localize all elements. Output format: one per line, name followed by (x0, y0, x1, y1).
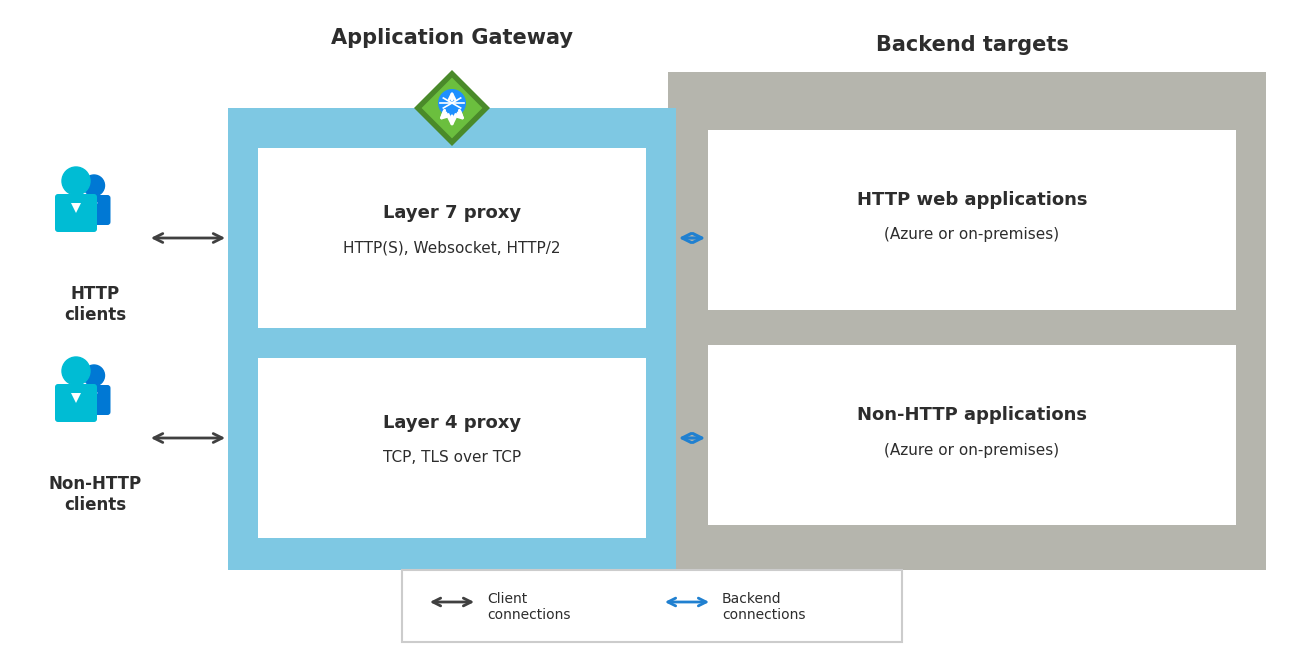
Circle shape (61, 167, 90, 195)
FancyBboxPatch shape (77, 195, 111, 225)
Polygon shape (71, 393, 81, 403)
FancyBboxPatch shape (403, 570, 902, 642)
Text: TCP, TLS over TCP: TCP, TLS over TCP (383, 450, 521, 465)
Polygon shape (71, 203, 81, 213)
Circle shape (61, 357, 90, 385)
Polygon shape (90, 203, 98, 210)
FancyBboxPatch shape (708, 130, 1236, 310)
Text: Layer 7 proxy: Layer 7 proxy (383, 204, 521, 222)
Polygon shape (414, 70, 490, 146)
FancyBboxPatch shape (77, 385, 111, 415)
FancyBboxPatch shape (668, 72, 1266, 570)
Text: Client
connections: Client connections (488, 592, 570, 622)
Text: (Azure or on-premises): (Azure or on-premises) (885, 228, 1060, 242)
FancyBboxPatch shape (227, 108, 676, 570)
Text: Backend
connections: Backend connections (721, 592, 805, 622)
Text: Application Gateway: Application Gateway (331, 28, 572, 48)
Circle shape (84, 365, 105, 386)
Polygon shape (90, 392, 98, 400)
FancyBboxPatch shape (708, 345, 1236, 525)
Text: (Azure or on-premises): (Azure or on-premises) (885, 442, 1060, 457)
Text: HTTP(S), Websocket, HTTP/2: HTTP(S), Websocket, HTTP/2 (344, 240, 561, 256)
Circle shape (438, 89, 467, 117)
FancyBboxPatch shape (55, 194, 97, 232)
FancyBboxPatch shape (257, 358, 646, 538)
Text: Non-HTTP
clients: Non-HTTP clients (48, 475, 141, 514)
Text: Backend targets: Backend targets (876, 35, 1068, 55)
Text: HTTP web applications: HTTP web applications (857, 191, 1087, 209)
Text: Non-HTTP applications: Non-HTTP applications (857, 406, 1087, 424)
FancyBboxPatch shape (55, 384, 97, 422)
Circle shape (84, 175, 105, 196)
FancyBboxPatch shape (257, 148, 646, 328)
Text: HTTP
clients: HTTP clients (64, 285, 125, 324)
Polygon shape (422, 78, 482, 138)
Text: Layer 4 proxy: Layer 4 proxy (383, 414, 521, 432)
